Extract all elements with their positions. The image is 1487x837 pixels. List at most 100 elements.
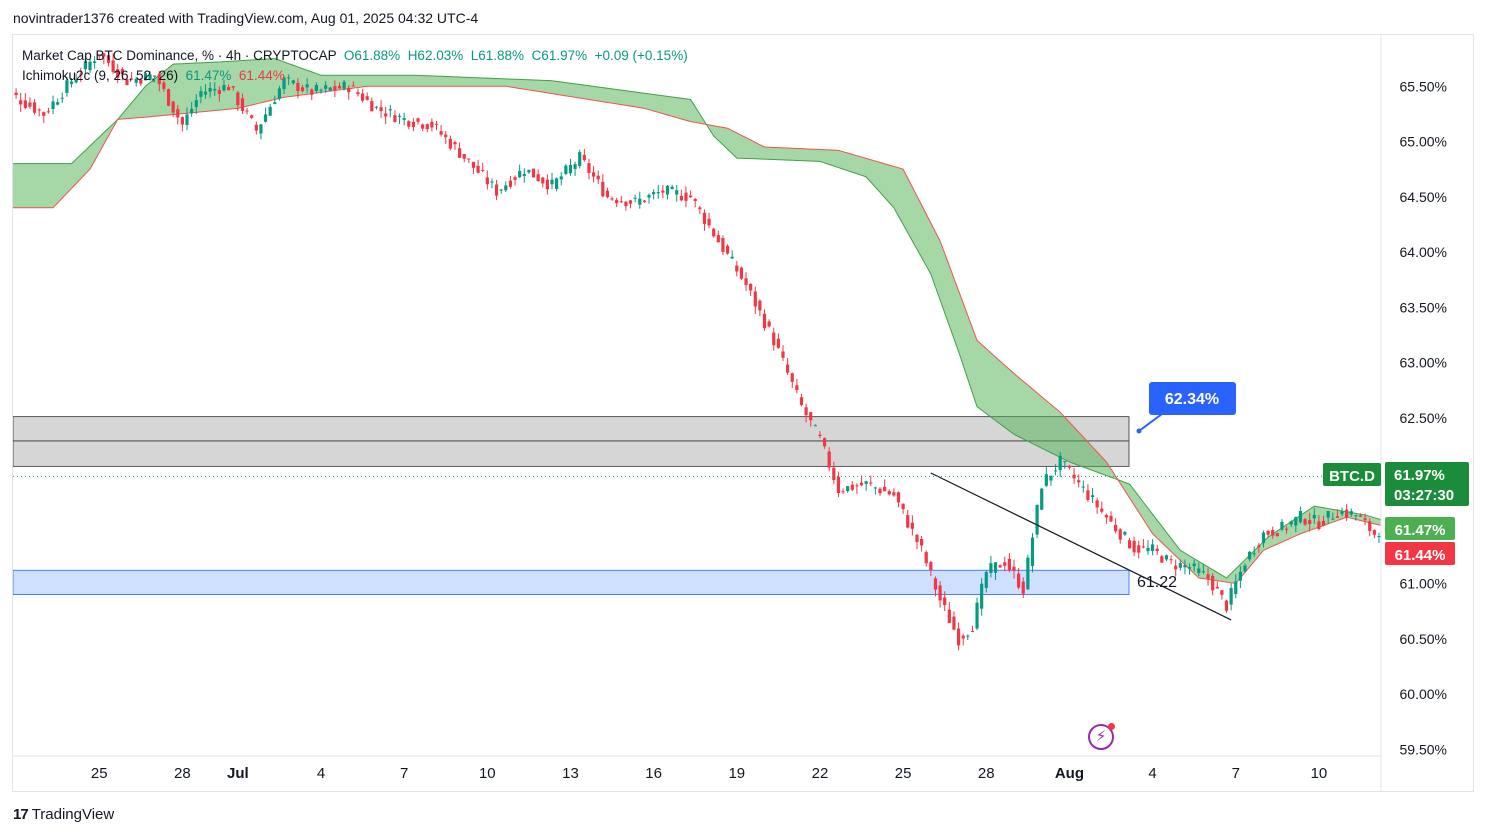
- ichimoku-a-tag-bg: [1385, 517, 1455, 540]
- candle-body: [259, 124, 263, 134]
- candle-body: [1312, 514, 1316, 519]
- candle-body: [1224, 600, 1229, 611]
- candle-body: [13, 86, 14, 89]
- candle-body: [735, 265, 739, 272]
- candle-body: [51, 101, 55, 110]
- candle-body: [1, 70, 4, 78]
- candle-body: [1053, 470, 1058, 472]
- candle-body: [1095, 500, 1099, 508]
- lightning-icon[interactable]: ⚡: [1088, 723, 1115, 750]
- candle-body: [610, 198, 614, 200]
- candle-body: [943, 597, 947, 606]
- footer-brand[interactable]: 17 TradingView: [13, 806, 114, 823]
- ichimoku-b-tag-bg: [1385, 542, 1455, 565]
- time-axis-tick: 28: [978, 765, 995, 782]
- candle-body: [46, 111, 51, 113]
- candle-body: [980, 583, 984, 609]
- candle-body: [573, 164, 577, 169]
- candle-body: [665, 185, 670, 195]
- candle-body: [684, 192, 688, 201]
- candle-body: [1345, 509, 1349, 518]
- candle-body: [956, 628, 961, 646]
- overlay-layer: 62.34% 61.22: [13, 382, 1381, 621]
- candle-body: [1160, 556, 1164, 563]
- candles-layer: [1, 50, 1399, 651]
- candle-body: [1326, 510, 1330, 518]
- close-value: C61.97%: [531, 48, 588, 63]
- zones-layer: [13, 416, 1130, 595]
- candle-body: [915, 534, 919, 543]
- candle-body: [1289, 521, 1293, 525]
- candle-body: [809, 412, 813, 421]
- candle-body: [938, 585, 942, 601]
- candle-body: [481, 169, 485, 171]
- indicator-name: Ichimoku2c (9, 26, 52, 26): [22, 68, 179, 83]
- candle-body: [1243, 565, 1247, 572]
- candle-body: [1317, 521, 1321, 529]
- candle-body: [287, 77, 291, 79]
- candle-body: [1308, 520, 1312, 525]
- candle-body: [162, 82, 166, 89]
- time-axis-tick: 7: [1232, 765, 1240, 782]
- price-axis-tick: 60.00%: [1400, 686, 1447, 702]
- current-price-tag-bg: [1385, 462, 1469, 506]
- candle-body: [564, 165, 568, 174]
- ichimoku-b-tag: 61.44%: [1395, 547, 1446, 564]
- candle-body: [920, 538, 924, 546]
- candle-body: [901, 503, 905, 510]
- candle-body: [555, 178, 559, 189]
- candle-body: [134, 78, 138, 83]
- candle-body: [268, 106, 272, 116]
- candle-body: [1123, 531, 1127, 535]
- candle-body: [1275, 533, 1279, 537]
- brand-name: TradingView: [31, 806, 115, 823]
- candle-body: [194, 100, 198, 108]
- candle-body: [1021, 581, 1025, 594]
- candle-body: [102, 53, 106, 57]
- candle-body: [568, 164, 573, 174]
- candle-body: [1067, 465, 1072, 468]
- candle-body: [356, 92, 360, 95]
- candle-body: [786, 364, 790, 373]
- candle-body: [896, 492, 901, 503]
- symbol-tag-bg: [1323, 463, 1381, 486]
- current-price-value: 61.97%: [1394, 467, 1445, 484]
- candle-body: [365, 96, 369, 100]
- candle-body: [240, 98, 245, 111]
- candle-body: [453, 142, 457, 145]
- callout: 62.34%: [1136, 382, 1236, 434]
- candle-body: [1206, 574, 1210, 579]
- candle-body: [1396, 511, 1399, 517]
- candle-body: [458, 148, 462, 158]
- candle-body: [642, 200, 646, 202]
- candle-body: [1257, 545, 1261, 548]
- candle-body: [744, 278, 748, 286]
- candle-body: [698, 207, 702, 210]
- candle-body: [467, 158, 471, 160]
- time-axis-tick: 19: [728, 765, 745, 782]
- time-axis-tick: 7: [400, 765, 408, 782]
- indicator-value-b: 61.44%: [238, 68, 285, 83]
- candle-body: [1086, 490, 1090, 500]
- candle-body: [250, 115, 254, 118]
- candle-body: [966, 635, 970, 637]
- candle-body: [462, 153, 466, 159]
- candle-body: [1012, 566, 1016, 572]
- candle-body: [952, 616, 956, 630]
- candle-body: [587, 163, 591, 174]
- candle-body: [813, 425, 817, 427]
- candle-body: [693, 199, 697, 202]
- callout-anchor: [1136, 428, 1142, 434]
- price-axis-tick: 64.00%: [1400, 244, 1447, 260]
- symbol-tag: BTC.D: [1329, 468, 1375, 485]
- candle-body: [1294, 517, 1298, 526]
- candle-body: [670, 186, 674, 189]
- candle-body: [799, 397, 804, 406]
- candle-body: [1354, 515, 1358, 517]
- candle-body: [1187, 567, 1192, 569]
- price-axis-tick: 59.50%: [1400, 741, 1447, 757]
- candle-body: [273, 102, 277, 105]
- candle-body: [605, 190, 610, 198]
- candle-body: [1349, 511, 1353, 515]
